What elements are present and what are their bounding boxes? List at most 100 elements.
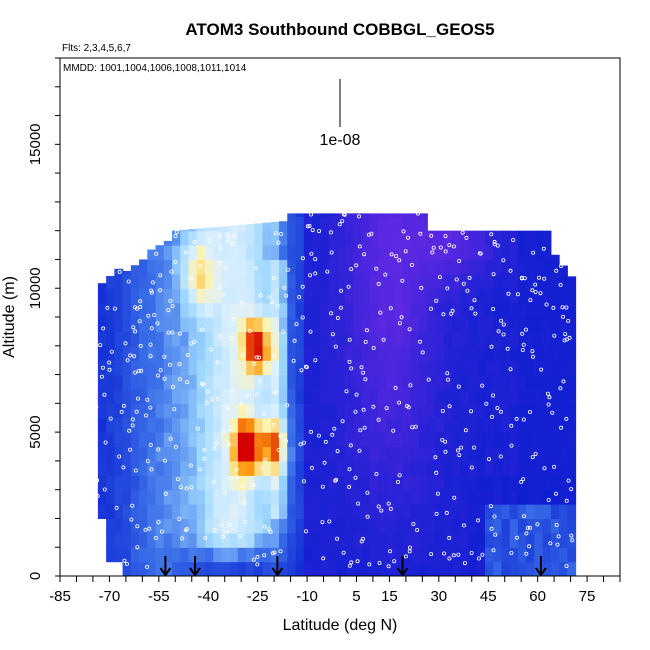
heatmap-cell (270, 245, 280, 261)
heatmap-cell (493, 489, 503, 505)
heatmap-cell (526, 288, 535, 304)
heatmap-cell (402, 417, 412, 433)
heatmap-cell (172, 417, 181, 433)
heatmap-cell (402, 388, 412, 404)
heatmap-cell (344, 475, 354, 491)
sample-marker (442, 551, 447, 556)
sample-marker (197, 467, 202, 472)
heatmap-cell (460, 374, 470, 390)
heatmap-cell (328, 331, 338, 347)
heatmap-cell (468, 245, 478, 261)
heatmap-cell (361, 432, 371, 448)
heatmap-cell (542, 317, 552, 332)
sample-marker (546, 497, 551, 502)
sample-marker (356, 214, 361, 219)
heatmap-cell (295, 345, 305, 361)
heatmap-cell (279, 547, 288, 563)
heatmap-cell (328, 213, 338, 217)
heatmap-cell (369, 417, 379, 433)
heatmap-cell (336, 475, 346, 491)
heatmap-cell (279, 331, 288, 347)
sample-marker (189, 341, 194, 346)
heatmap-cell (213, 417, 223, 433)
heatmap-cell (303, 230, 313, 246)
heatmap-cell (155, 561, 165, 576)
heatmap-cell (460, 561, 470, 576)
sample-marker (445, 377, 450, 382)
heatmap-cell (559, 518, 568, 534)
sample-marker (155, 321, 160, 326)
sample-marker (434, 298, 439, 303)
sample-marker (359, 365, 364, 370)
heatmap-cell (237, 561, 247, 576)
heatmap-cell (526, 245, 535, 261)
sample-marker (429, 552, 434, 557)
sample-marker (168, 298, 173, 303)
sample-marker (135, 545, 140, 550)
heatmap-cell (377, 446, 387, 462)
heatmap-cell (196, 388, 206, 404)
heatmap-cell (287, 561, 297, 576)
heatmap-cell (295, 475, 305, 491)
heatmap-cell (237, 403, 247, 419)
sample-marker (467, 275, 472, 280)
heatmap-cell (106, 275, 115, 289)
heatmap-cell (287, 374, 297, 390)
heatmap-cell (237, 259, 247, 275)
heatmap-cell (559, 432, 568, 448)
heatmap-cell (419, 216, 428, 232)
sample-markers (94, 211, 575, 569)
heatmap-cell (279, 273, 288, 289)
heatmap-cell (468, 331, 478, 347)
sample-marker (552, 464, 557, 469)
heatmap-cell (386, 245, 395, 261)
heatmap-cell (567, 417, 577, 433)
heatmap-cell (287, 331, 297, 347)
heatmap-cell (204, 227, 214, 232)
sample-marker (349, 366, 354, 371)
heatmap-cell (336, 273, 346, 289)
heatmap-cell (493, 273, 503, 289)
heatmap-cell (402, 489, 412, 505)
heatmap-cell (204, 259, 214, 275)
heatmap-cell (427, 288, 437, 304)
heatmap-cell (196, 547, 206, 563)
sample-marker (212, 528, 217, 533)
heatmap-cell (476, 475, 486, 491)
heatmap-cell (468, 230, 478, 246)
heatmap-cell (534, 360, 544, 376)
sample-marker (403, 554, 408, 559)
heatmap-cell (139, 446, 148, 462)
sample-marker (407, 545, 412, 550)
heatmap-cell (270, 230, 280, 246)
heatmap-cell (410, 475, 420, 491)
sample-marker (254, 392, 259, 397)
sample-marker (558, 282, 563, 287)
heatmap-cell (410, 317, 420, 332)
sample-marker (509, 443, 514, 448)
heatmap-cell (419, 504, 428, 520)
heatmap-cell (246, 273, 255, 289)
heatmap-cell (279, 317, 288, 332)
heatmap-cell (509, 331, 519, 347)
heatmap-cell (229, 288, 239, 304)
heatmap-cell (353, 302, 363, 318)
heatmap-cell (361, 331, 371, 347)
heatmap-cell (517, 532, 527, 548)
heatmap-cell (452, 446, 461, 462)
heatmap-cell (550, 489, 560, 505)
heatmap-cell (163, 345, 173, 361)
heatmap-cell (468, 417, 478, 433)
sample-marker (388, 549, 393, 554)
heatmap-cell (106, 504, 115, 520)
sample-marker (354, 392, 359, 397)
heatmap-cell (419, 532, 428, 548)
heatmap-cell (122, 475, 132, 491)
sounding-arrowhead (159, 567, 172, 577)
heatmap-cell (180, 547, 190, 563)
heatmap-cell (163, 374, 173, 390)
sample-marker (117, 269, 122, 274)
sample-marker (342, 212, 347, 217)
heatmap-cell (517, 489, 527, 505)
heatmap-cell (147, 302, 157, 318)
